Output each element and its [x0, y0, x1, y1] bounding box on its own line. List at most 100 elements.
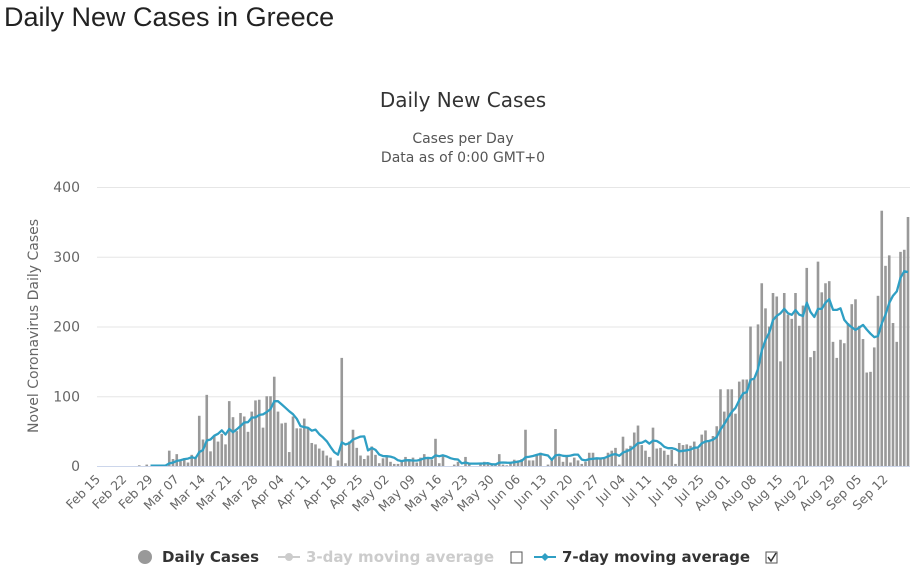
bar: [415, 462, 419, 466]
line-7-day-moving-average: [150, 270, 909, 467]
bar: [666, 454, 670, 466]
bar: [617, 464, 621, 466]
bar: [467, 463, 471, 466]
bar: [794, 293, 797, 466]
bar: [576, 460, 580, 466]
bar: [790, 318, 794, 466]
bar: [677, 442, 681, 466]
bar: [509, 462, 512, 466]
bar: [347, 441, 351, 466]
bar: [276, 411, 280, 466]
bar: [809, 357, 812, 466]
bar: [891, 323, 895, 466]
bar: [775, 296, 779, 466]
bar: [655, 448, 659, 466]
bar: [767, 326, 771, 466]
bar: [906, 216, 910, 466]
bar: [422, 454, 426, 466]
bar: [280, 423, 284, 466]
bar: [827, 281, 831, 466]
y-axis-label: Novel Coronavirus Daily Cases: [26, 219, 42, 433]
bar: [557, 456, 561, 466]
bar: [651, 427, 655, 466]
bar: [602, 456, 606, 466]
bar: [190, 454, 194, 466]
bar: [730, 389, 734, 466]
bar: [306, 428, 310, 466]
bar: [366, 455, 370, 466]
bar: [842, 343, 846, 466]
checkbox-3-day[interactable]: [510, 551, 523, 564]
x-tick-label: Jul 18: [645, 471, 681, 507]
bar: [632, 432, 636, 466]
bar: [625, 448, 629, 466]
legend-item-7-day-moving-average[interactable]: 7-day moving average: [534, 548, 778, 566]
bar: [546, 464, 550, 466]
bar: [569, 462, 572, 466]
bar: [696, 448, 700, 466]
bar: [284, 422, 287, 466]
bar: [392, 463, 396, 466]
bar: [902, 249, 906, 466]
bar: [764, 308, 767, 466]
bar: [404, 456, 407, 466]
bar: [715, 426, 719, 466]
bar: [835, 357, 839, 466]
bar: [501, 464, 505, 466]
bar: [895, 341, 899, 466]
bar: [370, 446, 374, 466]
bar: [707, 440, 711, 466]
bar: [797, 325, 801, 466]
bar: [572, 457, 576, 466]
bar: [584, 461, 587, 466]
bar: [636, 425, 640, 466]
bar: [539, 452, 542, 466]
bar: [441, 456, 445, 466]
legend-marker-icon: [285, 553, 293, 561]
y-tick-label: 0: [71, 459, 80, 475]
bar: [317, 448, 321, 466]
bar: [704, 430, 707, 466]
bar: [182, 458, 186, 466]
bar: [520, 459, 524, 466]
bar: [599, 459, 602, 466]
bar: [550, 460, 554, 466]
bar: [205, 394, 209, 466]
bar: [872, 347, 876, 466]
bar: [302, 418, 306, 466]
bar: [407, 459, 411, 466]
bar: [670, 449, 674, 466]
chart-title: Daily New Cases: [380, 88, 546, 112]
bar: [209, 451, 212, 466]
legend-label: 7-day moving average: [562, 548, 750, 566]
bar: [801, 305, 805, 466]
legend-item-daily-cases[interactable]: Daily Cases: [138, 548, 259, 566]
checkbox-7-day[interactable]: [765, 551, 778, 564]
bar: [737, 381, 741, 466]
bar: [816, 261, 820, 466]
bar: [535, 454, 539, 466]
bar: [734, 413, 737, 466]
bar: [685, 444, 689, 466]
bar: [516, 460, 520, 466]
bar: [239, 412, 242, 466]
chart-subtitle-1: Cases per Day: [412, 131, 513, 147]
x-tick-label: Jul 04: [592, 471, 628, 507]
bar: [250, 411, 254, 466]
bar: [246, 431, 250, 466]
bar: [779, 361, 782, 466]
bar: [554, 429, 557, 466]
bar: [385, 456, 389, 466]
bar: [261, 427, 265, 466]
legend-item-3-day-moving-average[interactable]: 3-day moving average: [278, 548, 523, 566]
y-tick-label: 400: [53, 180, 80, 196]
bar: [194, 457, 197, 466]
y-tick-label: 100: [53, 389, 80, 405]
bar: [760, 283, 764, 466]
bar: [430, 459, 434, 466]
bar: [325, 455, 329, 466]
bar: [336, 460, 340, 466]
bar: [812, 350, 816, 466]
bar: [614, 447, 617, 466]
